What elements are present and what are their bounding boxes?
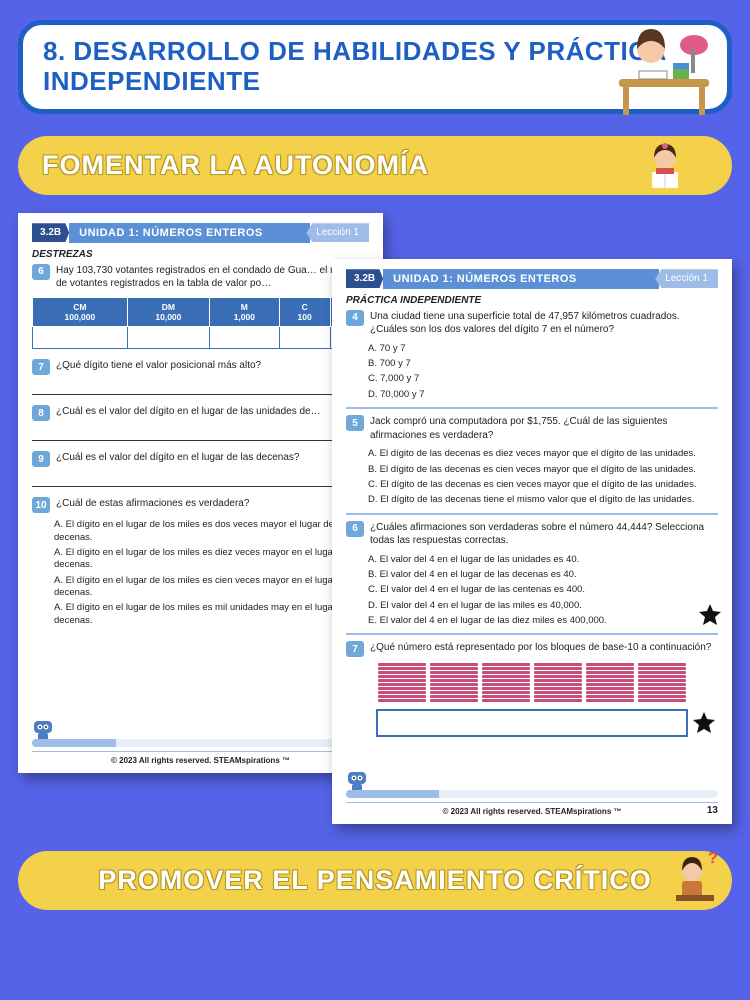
place-value-table: CM100,000DM10,000M1,000C100D10: [32, 297, 369, 349]
section-label: DESTREZAS: [32, 249, 369, 260]
answer-option: A. El dígito en el lugar de los miles es…: [54, 602, 369, 627]
q-text: ¿Cuál es el valor del dígito en el lugar…: [56, 405, 369, 421]
copyright: © 2023 All rights reserved. STEAMspirati…: [346, 802, 718, 816]
answer-option: B. El valor del 4 en el lugar de las dec…: [368, 569, 718, 581]
question-8: 8 ¿Cuál es el valor del dígito en el lug…: [32, 405, 369, 421]
answer-option: C. El dígito de las decenas es cien vece…: [368, 479, 718, 491]
answer-line: [32, 427, 369, 441]
girl-studying-icon: [638, 140, 692, 194]
divider: [346, 633, 718, 635]
answer-option: D. 70,000 y 7: [368, 389, 718, 401]
q-num: 5: [346, 415, 364, 431]
autonomy-text: FOMENTAR LA AUTONOMÍA: [42, 150, 708, 181]
critical-thinking-pill: PROMOVER EL PENSAMIENTO CRÍTICO ?: [18, 851, 732, 910]
answer-option: C. 7,000 y 7: [368, 373, 718, 385]
thinking-person-icon: ?: [668, 849, 722, 903]
answer-box: [376, 709, 688, 737]
answer-line: [32, 381, 369, 395]
q-text: ¿Cuál de estas afirmaciones es verdadera…: [56, 497, 369, 513]
header-card: 8. DESARROLLO DE HABILIDADES Y PRÁCTICA …: [18, 20, 732, 114]
question-6r: 6 ¿Cuáles afirmaciones son verdaderas so…: [346, 521, 718, 548]
answer-option: A. 70 y 7: [368, 343, 718, 355]
answer-option: A. El dígito en el lugar de los miles es…: [54, 575, 369, 600]
autonomy-pill: FOMENTAR LA AUTONOMÍA: [18, 136, 732, 195]
page-number: 13: [707, 805, 718, 816]
block-stack: [378, 663, 426, 703]
answer-option: D. El dígito de las decenas tiene el mis…: [368, 494, 718, 506]
divider: [346, 407, 718, 409]
question-5: 5 Jack compró una computadora por $1,755…: [346, 415, 718, 442]
q-num: 6: [32, 264, 50, 280]
section-label: PRÁCTICA INDEPENDIENTE: [346, 295, 718, 306]
answer-option: A. El dígito en el lugar de los miles es…: [54, 519, 369, 544]
answer-option: B. 700 y 7: [368, 358, 718, 370]
q-text: ¿Cuál es el valor del dígito en el lugar…: [56, 451, 369, 467]
q-num: 4: [346, 310, 364, 326]
unit-tag: 3.2B: [32, 223, 69, 242]
question-4: 4 Una ciudad tiene una superficie total …: [346, 310, 718, 337]
critical-thinking-text: PROMOVER EL PENSAMIENTO CRÍTICO: [42, 865, 708, 896]
q-text: ¿Qué número está representado por los bl…: [370, 641, 718, 657]
star-badge-icon: [692, 711, 716, 735]
q-num: 8: [32, 405, 50, 421]
unit-lesson: Lección 1: [655, 269, 718, 288]
svg-text:?: ?: [708, 850, 718, 867]
question-6: 6 Hay 103,730 votantes registrados en el…: [32, 264, 369, 291]
header-title: 8. DESARROLLO DE HABILIDADES Y PRÁCTICA …: [43, 37, 707, 97]
unit-title: UNIDAD 1: NÚMEROS ENTEROS: [69, 223, 310, 243]
q-num: 7: [346, 641, 364, 657]
q-num: 10: [32, 497, 50, 513]
pv-header: CM100,000: [33, 297, 128, 326]
q-num: 7: [32, 359, 50, 375]
copyright: © 2023 All rights reserved. STEAMspirati…: [32, 751, 369, 765]
answer-line: [32, 473, 369, 487]
answer-option: A. El dígito de las decenas es diez vece…: [368, 448, 718, 460]
star-badge-icon: [698, 603, 722, 627]
answer-option: B. El dígito de las decenas es cien vece…: [368, 464, 718, 476]
answer-option: A. El valor del 4 en el lugar de las uni…: [368, 554, 718, 566]
unit-bar: 3.2B UNIDAD 1: NÚMEROS ENTEROS Lección 1: [346, 269, 718, 289]
q-text: ¿Qué dígito tiene el valor posicional má…: [56, 359, 369, 375]
progress-bar: [346, 790, 718, 798]
progress-bar: [32, 739, 369, 747]
pv-header: M1,000: [210, 297, 280, 326]
question-7r: 7 ¿Qué número está representado por los …: [346, 641, 718, 657]
pv-header: DM10,000: [127, 297, 209, 326]
q-num: 9: [32, 451, 50, 467]
worksheet-practica: 3.2B UNIDAD 1: NÚMEROS ENTEROS Lección 1…: [332, 259, 732, 824]
q-num: 6: [346, 521, 364, 537]
worksheet-destrezas: 3.2B UNIDAD 1: NÚMEROS ENTEROS Lección 1…: [18, 213, 383, 773]
answer-option: A. El dígito en el lugar de los miles es…: [54, 547, 369, 572]
divider: [346, 513, 718, 515]
q-text: ¿Cuáles afirmaciones son verdaderas sobr…: [370, 521, 718, 548]
q-text: Jack compró una computadora por $1,755. …: [370, 415, 718, 442]
question-10: 10 ¿Cuál de estas afirmaciones es verdad…: [32, 497, 369, 513]
student-desk-illustration: [609, 19, 719, 119]
unit-lesson: Lección 1: [306, 223, 369, 242]
unit-title: UNIDAD 1: NÚMEROS ENTEROS: [383, 269, 659, 289]
block-stack: [430, 663, 478, 703]
base-10-blocks: [346, 663, 718, 703]
q-text: Una ciudad tiene una superficie total de…: [370, 310, 718, 337]
question-9: 9 ¿Cuál es el valor del dígito en el lug…: [32, 451, 369, 467]
unit-tag: 3.2B: [346, 269, 383, 288]
block-stack: [482, 663, 530, 703]
pv-header: C100: [279, 297, 330, 326]
block-stack: [638, 663, 686, 703]
question-7: 7 ¿Qué dígito tiene el valor posicional …: [32, 359, 369, 375]
answer-option: D. El valor del 4 en el lugar de las mil…: [368, 600, 718, 612]
answer-option: E. El valor del 4 en el lugar de las die…: [368, 615, 718, 627]
answer-option: C. El valor del 4 en el lugar de las cen…: [368, 584, 718, 596]
block-stack: [534, 663, 582, 703]
worksheets-area: 3.2B UNIDAD 1: NÚMEROS ENTEROS Lección 1…: [18, 213, 732, 833]
q-text: Hay 103,730 votantes registrados en el c…: [56, 264, 369, 291]
unit-bar: 3.2B UNIDAD 1: NÚMEROS ENTEROS Lección 1: [32, 223, 369, 243]
block-stack: [586, 663, 634, 703]
